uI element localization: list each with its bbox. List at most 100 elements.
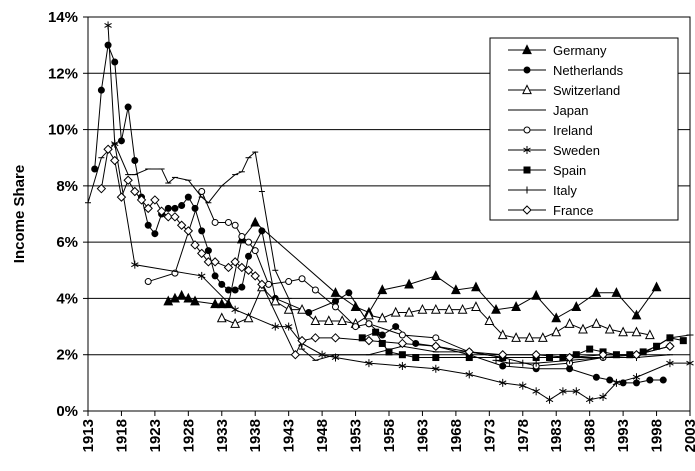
marker-shape [365,360,373,366]
marker [230,257,240,267]
marker [330,287,341,297]
marker [572,351,580,359]
marker-shape [398,351,406,359]
marker-shape [117,137,125,145]
marker-shape [271,324,280,330]
marker [524,332,535,342]
y-tick-label: 0% [56,403,78,420]
marker [611,287,622,297]
marker-shape [230,318,241,328]
marker [390,306,401,317]
marker-shape [365,320,373,328]
marker [178,202,186,210]
marker-shape [183,226,194,236]
x-tick-label: 1933 [214,419,231,452]
marker [404,278,414,289]
marker [646,376,654,384]
marker-shape [210,257,220,267]
marker-shape [404,306,414,317]
marker-shape [612,380,621,386]
marker [532,387,540,396]
legend-label: Italy [553,183,577,198]
marker [599,392,607,401]
marker [398,351,406,359]
marker-shape [457,303,468,314]
legend-label: Spain [553,163,586,178]
x-tick-label: 1913 [80,419,97,452]
marker-shape [250,216,261,227]
marker-shape [559,388,567,394]
marker [591,287,602,297]
marker-shape [218,280,226,288]
marker [104,41,112,49]
marker [311,286,319,294]
marker [216,312,227,323]
marker-shape [258,227,266,235]
marker [290,350,301,360]
marker-shape [511,301,521,311]
x-tick-label: 1968 [448,419,465,452]
marker-shape [631,350,642,360]
marker-shape [136,195,147,205]
marker-shape [116,192,127,202]
marker-shape [270,295,281,306]
marker-shape [566,365,574,373]
marker-shape [377,312,388,323]
marker-shape [231,221,239,229]
marker [163,212,173,222]
marker-shape [390,306,401,317]
x-tick-label: 1948 [314,419,331,452]
x-tick-label: 1923 [147,419,164,452]
marker [522,44,532,55]
y-axis-label: Income Share [11,165,28,263]
marker [285,278,293,286]
marker-shape [310,315,321,326]
marker-shape [144,278,152,286]
marker [432,364,440,373]
marker-shape [484,315,495,326]
marker [257,279,267,290]
marker [632,373,641,382]
marker-shape [498,380,507,386]
marker-shape [297,335,307,346]
x-tick-label: 1943 [281,419,298,452]
marker-shape [499,362,507,370]
marker [231,305,239,314]
marker [103,144,113,154]
marker-shape [150,195,160,205]
marker [591,318,602,328]
marker [572,387,581,396]
marker [331,297,339,305]
marker [431,341,441,351]
marker [457,303,468,314]
marker [686,331,694,339]
marker [378,339,386,347]
marker [284,322,293,331]
marker [499,362,507,370]
marker-shape [198,227,206,235]
marker-shape [164,204,172,212]
marker-shape [124,103,132,111]
marker-shape [298,275,306,283]
marker-shape [224,218,232,226]
marker [231,221,239,229]
marker-shape [392,323,400,331]
marker [144,278,152,286]
x-tick-label: 1973 [481,419,498,452]
marker [585,395,594,404]
marker-shape [203,257,214,267]
marker [398,361,407,370]
x-tick-label: 1978 [515,419,532,452]
plot-frame [87,16,691,412]
marker-shape [285,278,293,286]
legend: Germany Netherlands Switzerland Japan Irelan… [489,37,679,221]
marker [230,318,241,328]
marker-shape [111,141,119,147]
marker [298,275,306,283]
marker-shape [123,175,133,185]
marker-shape [110,155,120,166]
marker [430,303,441,314]
x-tick-label: 1928 [180,419,197,452]
marker-shape [523,126,531,134]
marker [523,166,531,174]
